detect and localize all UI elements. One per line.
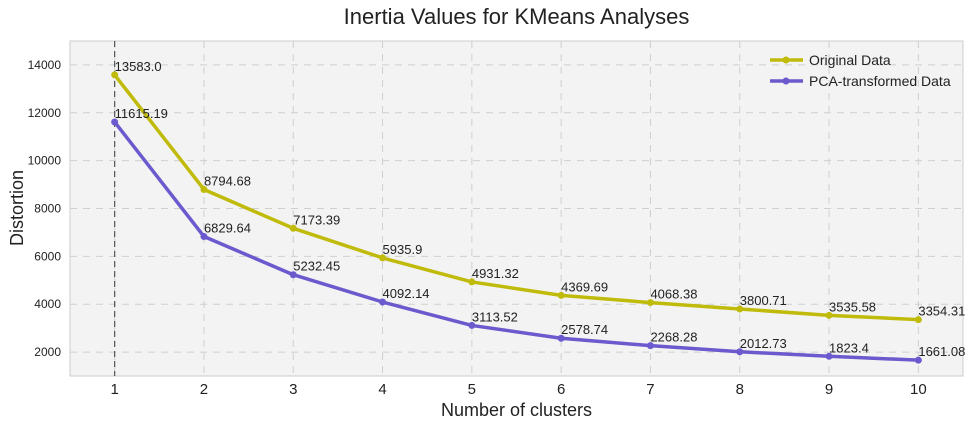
data-point	[468, 321, 476, 329]
y-tick-label: 14000	[28, 58, 62, 72]
series-line	[113, 120, 919, 362]
data-point	[914, 356, 922, 364]
grid-lines	[70, 41, 963, 376]
data-label: 2578.74	[561, 322, 608, 337]
data-labels: 13583.0 8794.68 7173.39 5935.9 4931.32 4369.6…	[115, 59, 966, 359]
x-tick-label: 4	[378, 381, 386, 398]
series-lines	[111, 71, 922, 364]
data-point	[379, 254, 387, 262]
y-tick-label: 4000	[34, 297, 61, 311]
data-point	[914, 316, 922, 324]
x-tick-label: 6	[557, 381, 565, 398]
x-tick-label: 1	[110, 381, 118, 398]
data-point	[646, 299, 654, 307]
data-label: 3535.58	[829, 299, 876, 314]
axis-ticks: 2000 4000 6000 8000 10000 12000 14000 1 2 3 4 5 6 7 8 9…	[28, 58, 927, 398]
data-label: 3113.52	[472, 309, 518, 324]
data-label: 4369.69	[561, 279, 608, 294]
y-tick-label: 10000	[28, 154, 62, 168]
data-label: 7173.39	[293, 212, 340, 227]
data-label: 2012.73	[740, 336, 787, 351]
data-point	[200, 185, 208, 193]
data-label: 1661.08	[918, 344, 965, 359]
data-label: 6829.64	[204, 221, 251, 236]
data-label: 4092.14	[383, 286, 430, 301]
data-label: 5232.45	[293, 259, 340, 274]
legend: Original Data PCA-transformed Data	[770, 52, 951, 89]
data-point	[111, 118, 119, 126]
data-point	[111, 71, 119, 79]
data-label: 2268.28	[650, 330, 697, 345]
legend-marker	[782, 77, 790, 85]
chart-title: Inertia Values for KMeans Analyses	[344, 4, 690, 29]
data-label: 4068.38	[650, 287, 697, 302]
y-tick-label: 8000	[34, 202, 61, 216]
y-tick-label: 6000	[34, 249, 61, 263]
data-point	[289, 271, 297, 279]
data-label: 5935.9	[383, 242, 423, 257]
x-tick-label: 7	[646, 381, 654, 398]
data-point	[468, 278, 476, 286]
x-tick-label: 2	[200, 381, 208, 398]
y-axis-label: Distortion	[7, 170, 27, 246]
data-point	[557, 334, 565, 342]
data-point	[736, 348, 744, 356]
data-label: 3800.71	[740, 293, 787, 308]
data-point	[825, 352, 833, 360]
data-label: 11615.19	[115, 106, 168, 121]
x-tick-label: 5	[468, 381, 476, 398]
y-tick-label: 2000	[34, 345, 61, 359]
y-tick-label: 12000	[28, 106, 62, 120]
data-label: 13583.0	[115, 59, 162, 74]
legend-marker	[782, 56, 790, 64]
data-point	[646, 342, 654, 350]
data-label: 3354.31	[918, 304, 965, 319]
data-point	[200, 233, 208, 241]
x-axis-label: Number of clusters	[441, 400, 592, 420]
x-tick-label: 10	[910, 381, 927, 398]
data-label: 4931.32	[472, 266, 519, 281]
legend-label: Original Data	[809, 52, 891, 68]
data-point	[825, 311, 833, 319]
data-label: 1823.4	[829, 340, 869, 355]
data-point	[379, 298, 387, 306]
x-tick-label: 3	[289, 381, 297, 398]
data-point	[736, 305, 744, 313]
data-label: 8794.68	[204, 173, 251, 188]
series-line	[113, 73, 919, 322]
legend-label: PCA-transformed Data	[809, 73, 951, 89]
x-tick-label: 8	[736, 381, 744, 398]
data-point	[557, 291, 565, 299]
x-tick-label: 9	[825, 381, 833, 398]
data-point	[289, 224, 297, 232]
